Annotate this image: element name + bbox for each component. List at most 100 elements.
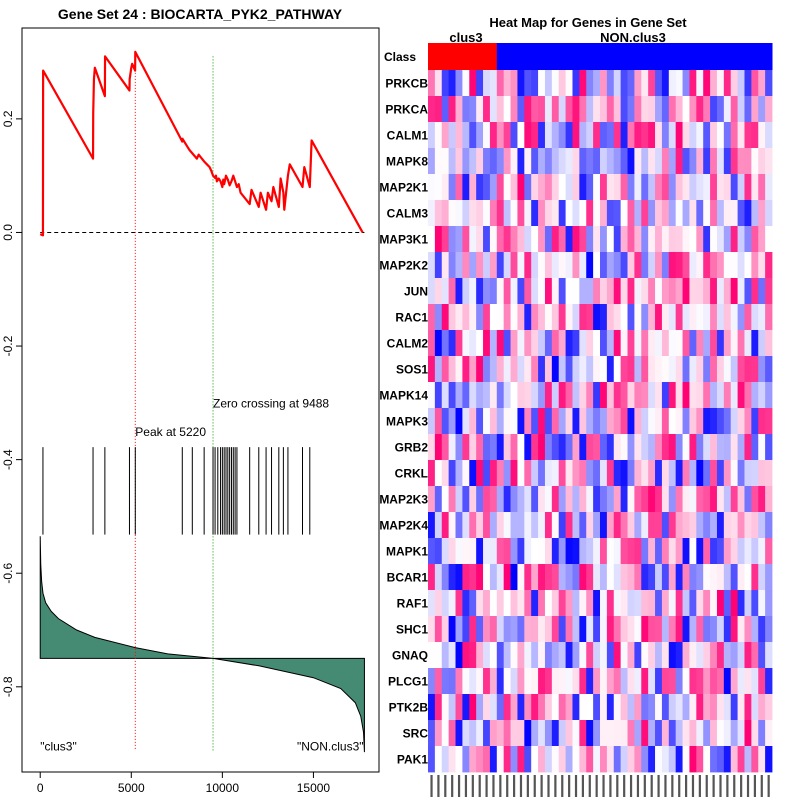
heatmap-cell [737, 226, 745, 253]
heatmap-cell [710, 720, 718, 747]
heatmap-cell [730, 564, 738, 591]
gene-label: PRKCB [385, 77, 428, 91]
heatmap-cell [517, 434, 525, 461]
heatmap-cell [572, 408, 580, 435]
heatmap-cell [655, 356, 663, 383]
heatmap-cell [675, 538, 683, 565]
heatmap-cell [737, 408, 745, 435]
heatmap-cell [682, 512, 690, 539]
heatmap-cell [428, 564, 436, 591]
heatmap-cell [517, 96, 525, 123]
heatmap-cell [483, 330, 491, 357]
heatmap: Heat Map for Genes in Gene Set clus3 NON… [379, 15, 773, 797]
heatmap-cell [689, 382, 697, 409]
heatmap-cell [510, 642, 518, 669]
heatmap-cell [565, 122, 573, 149]
heatmap-cell [483, 486, 491, 513]
heatmap-cell [434, 564, 443, 591]
heatmap-cell [579, 486, 587, 513]
heatmap-cell [496, 434, 505, 461]
sample-labels [430, 775, 770, 797]
heatmap-cell [703, 70, 711, 97]
heatmap-cell [469, 70, 477, 97]
heatmap-cell [531, 252, 539, 279]
heatmap-cell [730, 200, 738, 227]
heatmap-cell [744, 746, 752, 773]
heatmap-cell [751, 70, 759, 97]
heatmap-cell [634, 70, 642, 97]
heatmap-cell [620, 590, 628, 617]
heatmap-cell [565, 720, 573, 747]
heatmap-cell [723, 746, 732, 773]
heatmap-cell [696, 408, 704, 435]
heatmap-cell [730, 460, 738, 487]
heatmap-cell [758, 434, 766, 461]
gene-label: GRB2 [395, 441, 429, 455]
heatmap-cell [483, 460, 491, 487]
heatmap-cell [751, 642, 759, 669]
heatmap-cell [668, 122, 677, 149]
heatmap-cell [620, 694, 628, 721]
heatmap-cell [634, 720, 642, 747]
heatmap-cell [620, 122, 628, 149]
heatmap-cell [476, 174, 484, 201]
heatmap-cell [710, 564, 718, 591]
heatmap-cell [751, 278, 759, 305]
heatmap-cell [496, 564, 505, 591]
heatmap-cell [524, 460, 532, 487]
heatmap-cell [469, 564, 477, 591]
heatmap-cell [696, 434, 704, 461]
heatmap-cell [661, 486, 670, 513]
heatmap-cell [620, 486, 628, 513]
heatmap-cell [538, 356, 546, 383]
heatmap-cell [455, 538, 463, 565]
heatmap-cell [455, 278, 463, 305]
heatmap-cell [428, 460, 436, 487]
heatmap-cell [455, 200, 463, 227]
heatmap-cell [758, 616, 766, 643]
heatmap-cell [586, 564, 594, 591]
heatmap-cell [723, 122, 732, 149]
heatmap-cell [524, 96, 532, 123]
heatmap-cell [593, 486, 601, 513]
heatmap-cell [689, 746, 697, 773]
sample-label-mark [588, 775, 591, 797]
heatmap-cell [689, 486, 697, 513]
gene-label: CALM1 [387, 129, 429, 143]
enrichment-plot: Gene Set 24 : BIOCARTA_PYK2_PATHWAY 0 500… [1, 6, 380, 795]
heatmap-cell [730, 304, 738, 331]
heatmap-cell [448, 668, 456, 695]
heatmap-cell [448, 642, 456, 669]
heatmap-cell [517, 226, 525, 253]
heatmap-cell [496, 330, 505, 357]
heatmap-cell [696, 538, 704, 565]
heatmap-cell [462, 616, 470, 643]
heatmap-cell [723, 70, 732, 97]
heatmap-cell [730, 746, 738, 773]
heatmap-cell [744, 330, 752, 357]
heatmap-cell [703, 200, 711, 227]
heatmap-cell [620, 434, 628, 461]
heatmap-cell [703, 252, 711, 279]
heatmap-cell [593, 122, 601, 149]
heatmap-cell [627, 330, 635, 357]
heatmap-cell [723, 148, 732, 175]
heatmap-cell [434, 148, 443, 175]
heatmap-cell [565, 564, 573, 591]
heatmap-cell [730, 70, 738, 97]
heatmap-cell [448, 460, 456, 487]
heatmap-cell [648, 96, 656, 123]
heatmap-cell [476, 642, 484, 669]
heatmap-cell [434, 512, 443, 539]
heatmap-cell [469, 590, 477, 617]
heatmap-cell [455, 564, 463, 591]
heatmap-cell [689, 590, 697, 617]
heatmap-cell [544, 590, 553, 617]
heatmap-cell [634, 96, 642, 123]
heatmap-cell [613, 460, 622, 487]
heatmap-cell [716, 590, 725, 617]
heatmap-cell [503, 408, 511, 435]
heatmap-cell [441, 226, 450, 253]
heatmap-cell [572, 564, 580, 591]
heatmap-cell [765, 382, 773, 409]
